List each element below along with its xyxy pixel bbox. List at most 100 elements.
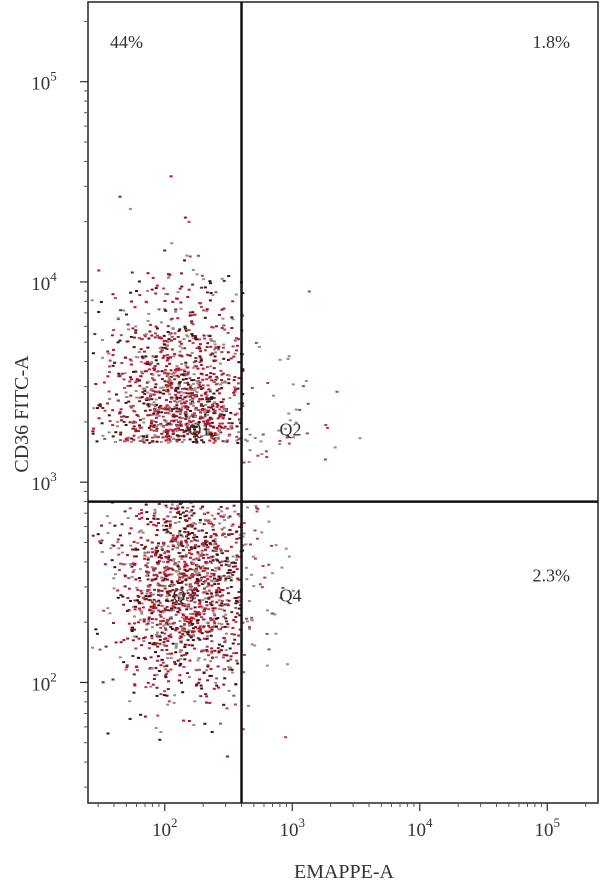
event-dot (185, 652, 189, 655)
event-dot (164, 389, 168, 392)
event-dot (198, 519, 202, 521)
event-dot (174, 389, 178, 392)
event-dot (209, 660, 213, 663)
event-dot (157, 374, 161, 377)
event-dot (188, 438, 192, 441)
event-dot (214, 351, 217, 354)
event-dot (146, 588, 150, 591)
event-dot (199, 507, 203, 510)
event-dot (209, 617, 213, 620)
event-dot (152, 355, 156, 358)
event-dot (194, 668, 198, 671)
event-dot (142, 417, 145, 420)
event-dot (177, 438, 181, 441)
event-dot (155, 534, 159, 537)
event-dot (242, 461, 246, 464)
event-dot (255, 510, 259, 513)
event-dot (179, 640, 183, 643)
event-dot (242, 522, 246, 525)
event-dot (223, 328, 227, 331)
event-dot (218, 561, 222, 564)
event-dot (217, 599, 221, 602)
event-dot (136, 356, 140, 359)
event-dot (182, 338, 186, 340)
event-dot (187, 392, 191, 395)
event-dot (106, 402, 109, 405)
event-dot (202, 582, 206, 585)
event-dot (169, 657, 173, 659)
event-dot (163, 308, 167, 311)
event-dot (226, 571, 230, 574)
event-dot (211, 539, 215, 542)
event-dot (235, 349, 239, 352)
event-dot (220, 626, 224, 629)
event-dot (136, 548, 140, 551)
event-dot (194, 544, 198, 546)
event-dot (169, 410, 173, 412)
event-dot (154, 549, 158, 552)
event-dot (172, 355, 176, 358)
event-dot (162, 426, 166, 428)
event-dot (203, 411, 207, 413)
event-dot (179, 410, 183, 413)
event-dot (166, 411, 169, 414)
event-dot (172, 701, 176, 704)
event-dot (155, 427, 159, 430)
event-dot (190, 392, 194, 395)
event-dot (198, 343, 202, 346)
event-dot (156, 584, 160, 587)
event-dot (161, 356, 165, 359)
event-dot (205, 532, 209, 534)
event-dot (229, 545, 233, 548)
event-dot (219, 383, 222, 386)
event-dot (237, 361, 241, 364)
event-dot (141, 606, 145, 609)
event-dot (188, 339, 192, 342)
event-dot (210, 432, 213, 435)
event-dot (137, 601, 141, 604)
event-dot (168, 617, 172, 620)
event-dot (177, 427, 181, 430)
event-dot (227, 374, 231, 377)
event-dot (237, 599, 241, 602)
event-dot (108, 359, 112, 362)
event-dot (179, 342, 183, 345)
event-dot (156, 655, 160, 658)
event-dot (174, 368, 177, 371)
event-dot (231, 523, 235, 526)
event-dot (185, 519, 189, 522)
event-dot (204, 590, 208, 593)
event-dot (157, 503, 161, 505)
event-dot (173, 405, 177, 408)
event-dot (106, 375, 110, 378)
event-dot (225, 755, 229, 758)
event-dot (192, 594, 196, 597)
event-dot (222, 637, 226, 640)
event-dot (206, 577, 210, 580)
event-dot (230, 533, 234, 535)
event-dot (164, 623, 168, 626)
event-dot (144, 545, 147, 548)
event-dot (129, 600, 132, 602)
event-dot (152, 378, 156, 381)
event-dot (220, 594, 224, 597)
event-dot (199, 417, 203, 420)
event-dot (237, 591, 241, 593)
event-dot (187, 427, 190, 430)
event-dot (231, 318, 235, 321)
event-dot (199, 357, 203, 360)
x-axis-ticks: 102 103 104 105 (97, 803, 587, 841)
event-dot (177, 435, 181, 438)
event-dot (159, 407, 163, 410)
event-dot (163, 343, 167, 346)
event-dot (190, 425, 194, 428)
event-dot (211, 607, 215, 610)
event-dot (237, 578, 241, 581)
event-dot (162, 617, 166, 620)
event-dot (210, 580, 214, 583)
event-dot (209, 365, 213, 368)
event-dot (217, 388, 221, 390)
event-dot (187, 524, 191, 527)
event-dot (133, 684, 137, 687)
event-dot (212, 367, 216, 370)
